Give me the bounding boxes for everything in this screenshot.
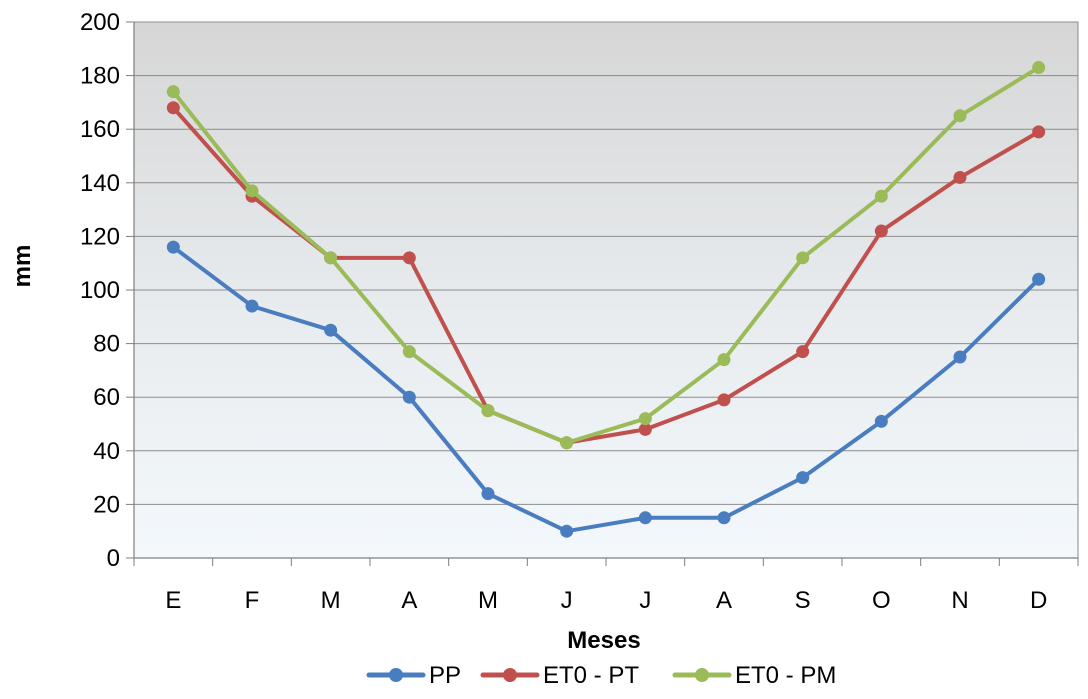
data-point bbox=[796, 471, 810, 485]
data-point bbox=[638, 422, 652, 436]
data-point bbox=[402, 251, 416, 265]
data-point bbox=[796, 251, 810, 265]
data-point bbox=[953, 170, 967, 184]
legend: PP ET0 - PT ET0 - PM bbox=[366, 662, 836, 689]
data-point bbox=[245, 299, 259, 313]
x-tick-label: E bbox=[165, 587, 181, 614]
legend-marker bbox=[695, 668, 709, 682]
x-tick-label: J bbox=[561, 587, 573, 614]
data-point bbox=[717, 393, 731, 407]
data-point bbox=[560, 436, 574, 450]
legend-item: PP bbox=[366, 662, 461, 689]
x-tick-label: J bbox=[639, 587, 651, 614]
x-tick-label: M bbox=[321, 587, 341, 614]
y-tick-label: 140 bbox=[80, 170, 120, 197]
y-tick-label: 40 bbox=[93, 438, 120, 465]
legend-marker bbox=[503, 668, 517, 682]
legend-item: ET0 - PM bbox=[672, 662, 836, 689]
data-point bbox=[481, 404, 495, 418]
series-2 bbox=[166, 61, 1046, 450]
x-tick-label: S bbox=[795, 587, 811, 614]
data-point bbox=[1032, 272, 1046, 286]
y-axis-tick-labels: 0 20 40 60 80 100 120 140 160 180 200 bbox=[80, 9, 120, 572]
data-point bbox=[324, 251, 338, 265]
data-point bbox=[324, 323, 338, 337]
data-point bbox=[717, 511, 731, 525]
y-tick-label: 160 bbox=[80, 116, 120, 143]
x-tick-label: F bbox=[245, 587, 260, 614]
data-point bbox=[166, 85, 180, 99]
data-point bbox=[402, 390, 416, 404]
legend-label: ET0 - PT bbox=[543, 662, 639, 689]
x-tick-label: N bbox=[951, 587, 968, 614]
data-point bbox=[638, 412, 652, 426]
y-tick-label: 100 bbox=[80, 277, 120, 304]
y-axis-title: mm bbox=[9, 245, 36, 288]
data-point bbox=[717, 353, 731, 367]
data-point bbox=[953, 109, 967, 123]
x-tick-label: A bbox=[716, 587, 732, 614]
data-point bbox=[874, 414, 888, 428]
y-tick-label: 80 bbox=[93, 331, 120, 358]
data-point bbox=[481, 487, 495, 501]
data-point bbox=[402, 345, 416, 359]
data-point bbox=[166, 240, 180, 254]
legend-label: PP bbox=[429, 662, 461, 689]
y-tick-label: 200 bbox=[80, 9, 120, 36]
series-lines bbox=[166, 61, 1046, 538]
data-point bbox=[1032, 125, 1046, 139]
data-point bbox=[1032, 61, 1046, 75]
y-tick-label: 0 bbox=[107, 545, 120, 572]
series-line bbox=[171, 245, 1041, 534]
y-tick-label: 180 bbox=[80, 63, 120, 90]
axes bbox=[126, 21, 1079, 566]
legend-marker bbox=[389, 668, 403, 682]
data-point bbox=[874, 224, 888, 238]
y-tick-label: 60 bbox=[93, 384, 120, 411]
x-tick-label: D bbox=[1030, 587, 1047, 614]
x-axis-title: Meses bbox=[567, 627, 640, 654]
data-point bbox=[638, 511, 652, 525]
y-tick-label: 20 bbox=[93, 491, 120, 518]
y-tick-label: 120 bbox=[80, 223, 120, 250]
series-0 bbox=[166, 240, 1046, 538]
x-tick-label: M bbox=[478, 587, 498, 614]
series-line bbox=[171, 65, 1041, 445]
data-point bbox=[796, 345, 810, 359]
x-tick-label: O bbox=[872, 587, 891, 614]
x-tick-label: A bbox=[401, 587, 417, 614]
data-point bbox=[166, 101, 180, 115]
legend-item: ET0 - PT bbox=[480, 662, 639, 689]
data-point bbox=[560, 524, 574, 538]
data-point bbox=[953, 350, 967, 364]
legend-label: ET0 - PM bbox=[735, 662, 836, 689]
data-point bbox=[245, 184, 259, 198]
data-point bbox=[874, 189, 888, 203]
